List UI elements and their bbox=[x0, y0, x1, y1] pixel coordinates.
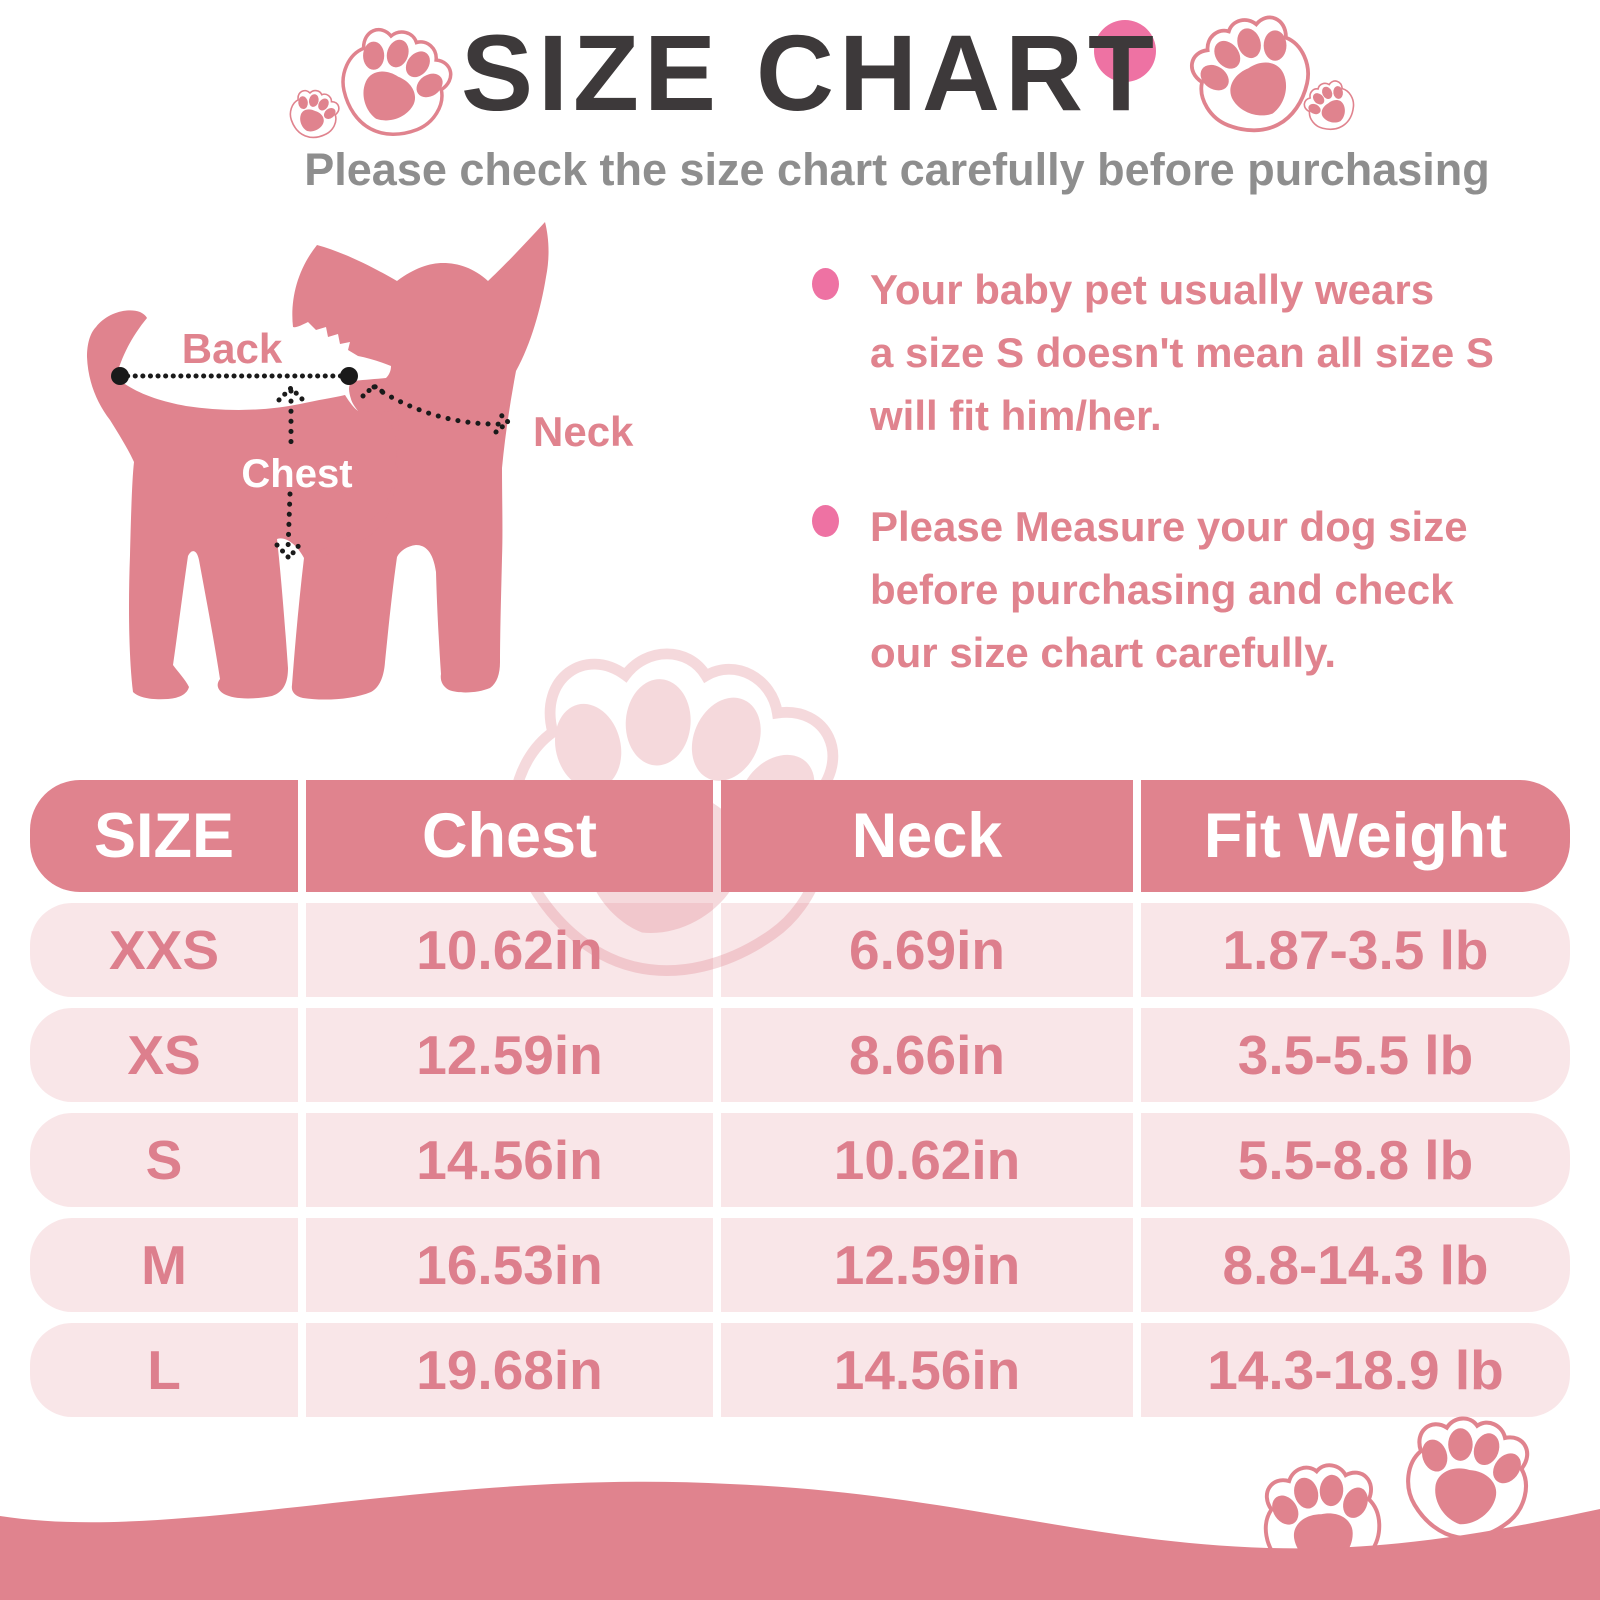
table-cell-neck: 12.59in bbox=[721, 1218, 1133, 1312]
note-line: will fit him/her. bbox=[870, 392, 1162, 439]
bullet-dot-icon bbox=[812, 268, 839, 300]
note-item: Your baby pet usually wears a size S doe… bbox=[812, 258, 1552, 447]
column-header-size: SIZE bbox=[30, 780, 298, 892]
table-cell-chest: 14.56in bbox=[306, 1113, 713, 1207]
table-cell-weight: 8.8-14.3 lb bbox=[1141, 1218, 1570, 1312]
table-cell-chest: 12.59in bbox=[306, 1008, 713, 1102]
neck-arrow-right bbox=[493, 409, 512, 435]
column-header-neck: Neck bbox=[721, 780, 1133, 892]
table-cell-weight: 14.3-18.9 lb bbox=[1141, 1323, 1570, 1417]
table-cell-chest: 10.62in bbox=[306, 903, 713, 997]
table-cell-chest: 16.53in bbox=[306, 1218, 713, 1312]
chest-measure-line bbox=[285, 388, 294, 552]
note-line: Please Measure your dog size bbox=[870, 503, 1468, 550]
chest-arrow-down bbox=[274, 541, 303, 562]
bullet-dot-icon bbox=[812, 505, 839, 537]
paw-icon bbox=[282, 83, 345, 146]
table-cell-neck: 6.69in bbox=[721, 903, 1133, 997]
back-label: Back bbox=[182, 325, 283, 372]
chest-label: Chest bbox=[241, 452, 352, 496]
page-subtitle: Please check the size chart carefully be… bbox=[304, 144, 1490, 195]
table-cell-weight: 5.5-8.8 lb bbox=[1141, 1113, 1570, 1207]
table-cell-size: M bbox=[30, 1218, 298, 1312]
dog-neck-fill bbox=[306, 399, 399, 557]
paw-icon bbox=[323, 13, 466, 155]
neck-measure-line bbox=[371, 384, 506, 427]
table-cell-weight: 3.5-5.5 lb bbox=[1141, 1008, 1570, 1102]
neck-arrow-left bbox=[360, 382, 389, 399]
note-line: a size S doesn't mean all size S bbox=[870, 329, 1494, 376]
size-table: SIZE Chest Neck Fit Weight XXS 10.62in 6… bbox=[30, 780, 1570, 1417]
notes-list: Your baby pet usually wears a size S doe… bbox=[812, 258, 1552, 732]
table-cell-size: XXS bbox=[30, 903, 298, 997]
title-accent-circle bbox=[1094, 20, 1156, 82]
neck-label: Neck bbox=[533, 408, 634, 455]
table-cell-size: S bbox=[30, 1113, 298, 1207]
table-cell-weight: 1.87-3.5 lb bbox=[1141, 903, 1570, 997]
table-cell-size: XS bbox=[30, 1008, 298, 1102]
page-title: SIZE CHART bbox=[461, 12, 1159, 133]
table-cell-neck: 14.56in bbox=[721, 1323, 1133, 1417]
note-line: our size chart carefully. bbox=[870, 629, 1337, 676]
table-cell-chest: 19.68in bbox=[306, 1323, 713, 1417]
paw-icon bbox=[1176, 0, 1329, 153]
chest-arrow-up bbox=[276, 384, 306, 403]
note-item: Please Measure your dog size before purc… bbox=[812, 495, 1552, 684]
note-line: Your baby pet usually wears bbox=[870, 266, 1435, 313]
note-line: before purchasing and check bbox=[870, 566, 1454, 613]
column-header-weight: Fit Weight bbox=[1141, 780, 1570, 892]
table-cell-neck: 10.62in bbox=[721, 1113, 1133, 1207]
table-cell-size: L bbox=[30, 1323, 298, 1417]
bottom-wave bbox=[0, 1481, 1600, 1600]
column-header-chest: Chest bbox=[306, 780, 713, 892]
table-cell-neck: 8.66in bbox=[721, 1008, 1133, 1102]
dog-silhouette bbox=[87, 222, 549, 700]
